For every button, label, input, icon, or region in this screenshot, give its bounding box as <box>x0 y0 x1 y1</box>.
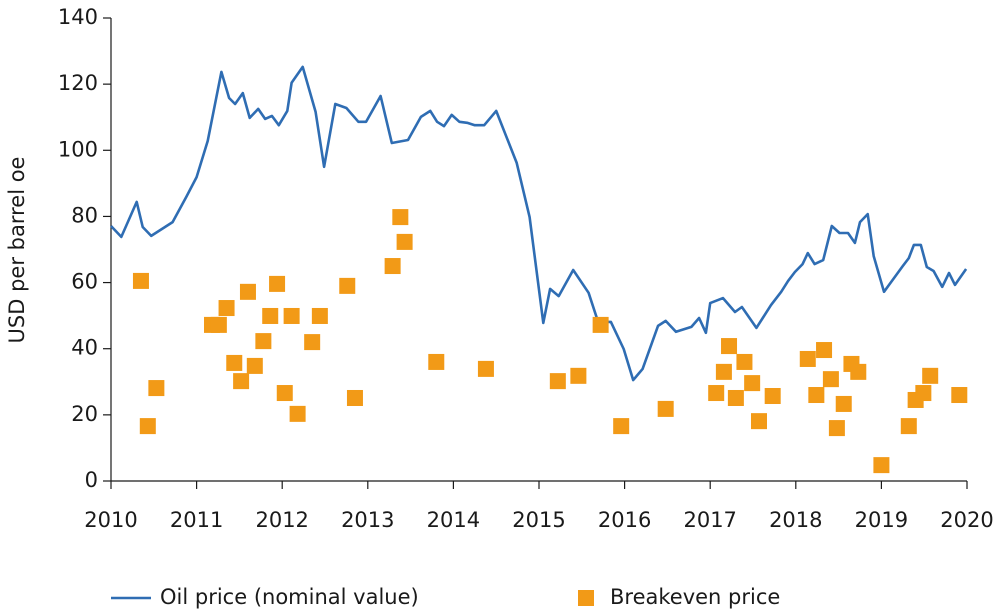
breakeven-point <box>715 363 732 380</box>
breakeven-point <box>816 342 833 359</box>
y-tick-label: 40 <box>71 336 98 360</box>
breakeven-point <box>613 418 630 435</box>
breakeven-point <box>210 316 227 333</box>
breakeven-point <box>951 387 968 404</box>
breakeven-point <box>339 277 356 294</box>
breakeven-point <box>708 385 725 402</box>
breakeven-point <box>304 334 321 351</box>
y-tick-label: 120 <box>58 71 98 95</box>
breakeven-point <box>799 350 816 367</box>
legend-label: Breakeven price <box>610 585 780 609</box>
x-tick-label: 2013 <box>341 508 394 532</box>
breakeven-point <box>736 353 753 370</box>
breakeven-point <box>392 209 409 226</box>
breakeven-point <box>922 367 939 384</box>
breakeven-point <box>384 258 401 275</box>
breakeven-point <box>428 353 445 370</box>
breakeven-point <box>289 405 306 422</box>
breakeven-point <box>346 389 363 406</box>
breakeven-point <box>808 387 825 404</box>
breakeven-point <box>764 388 781 405</box>
breakeven-point <box>233 373 250 390</box>
breakeven-point <box>276 385 293 402</box>
breakeven-point <box>269 275 286 292</box>
breakeven-point <box>750 413 767 430</box>
breakeven-point <box>396 233 413 250</box>
y-tick-label: 100 <box>58 137 98 161</box>
x-tick-label: 2017 <box>683 508 736 532</box>
x-tick-label: 2018 <box>769 508 822 532</box>
breakeven-point <box>549 373 566 390</box>
y-axis-title: USD per barrel oe <box>5 157 29 344</box>
breakeven-point <box>132 272 149 289</box>
breakeven-point <box>246 357 263 374</box>
breakeven-point <box>570 367 587 384</box>
breakeven-point <box>822 371 839 388</box>
breakeven-point <box>721 338 738 355</box>
y-tick-label: 60 <box>71 270 98 294</box>
x-tick-label: 2015 <box>512 508 565 532</box>
breakeven-point <box>283 307 300 324</box>
breakeven-point <box>850 363 867 380</box>
y-tick-label: 140 <box>58 5 98 29</box>
breakeven-point <box>239 283 256 300</box>
y-tick-label: 20 <box>71 402 98 426</box>
breakeven-point <box>255 333 272 350</box>
breakeven-point <box>262 307 279 324</box>
breakeven-point <box>915 385 932 402</box>
oil-price-line <box>110 65 968 382</box>
legend-label: Oil price (nominal value) <box>160 585 419 609</box>
breakeven-point <box>139 418 156 435</box>
x-tick-label: 2012 <box>255 508 308 532</box>
breakeven-point <box>226 354 243 371</box>
x-tick-label: 2020 <box>940 508 993 532</box>
breakeven-point <box>873 457 890 474</box>
x-tick-label: 2010 <box>84 508 137 532</box>
breakeven-point <box>311 307 328 324</box>
breakeven-point <box>148 380 165 397</box>
legend-swatch <box>578 590 594 606</box>
breakeven-point <box>592 316 609 333</box>
x-tick-label: 2019 <box>855 508 908 532</box>
breakeven-point <box>900 418 917 435</box>
breakeven-point <box>657 400 674 417</box>
x-tick-label: 2016 <box>598 508 651 532</box>
breakeven-point <box>477 360 494 377</box>
x-tick-label: 2014 <box>427 508 480 532</box>
breakeven-point <box>727 389 744 406</box>
x-tick-label: 2011 <box>170 508 223 532</box>
breakeven-point <box>828 420 845 437</box>
breakeven-point <box>218 300 235 317</box>
y-tick-label: 80 <box>71 203 98 227</box>
y-tick-label: 0 <box>85 468 98 492</box>
breakeven-point <box>835 395 852 412</box>
breakeven-point <box>744 375 761 392</box>
